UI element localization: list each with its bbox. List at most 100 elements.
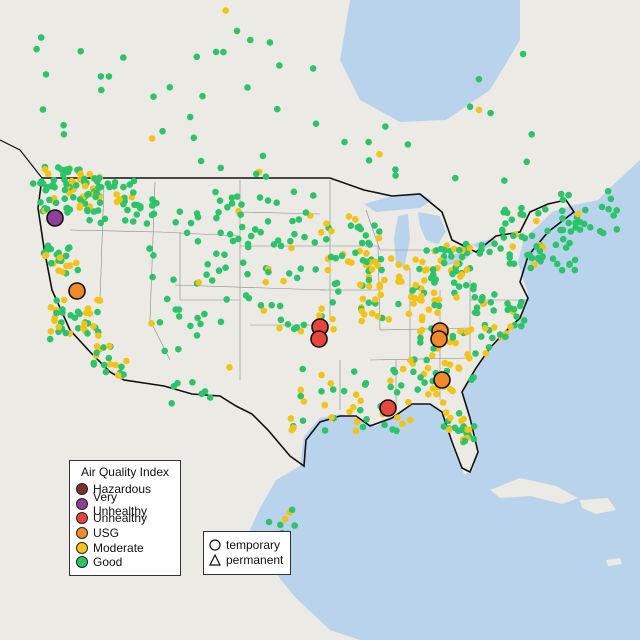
monitor-dot xyxy=(571,266,579,274)
monitor-dot xyxy=(156,319,164,326)
monitor-dot xyxy=(197,320,204,328)
permanent-label: permanent xyxy=(226,552,284,567)
monitor-dot xyxy=(508,216,516,223)
monitor-dot xyxy=(533,217,540,225)
monitor-dot xyxy=(33,45,40,53)
monitor-large-marker xyxy=(379,399,397,417)
monitor-dot xyxy=(418,297,425,304)
monitor-dot xyxy=(344,258,352,265)
legend-item-permanent: permanent xyxy=(209,553,285,568)
monitor-dot xyxy=(284,321,292,328)
monitor-dot xyxy=(341,138,348,146)
monitor-dot xyxy=(37,34,45,41)
monitor-dot xyxy=(316,312,323,319)
monitor-dot xyxy=(357,406,364,414)
monitor-dot xyxy=(424,364,432,372)
monitor-dot xyxy=(204,261,211,268)
monitor-dot xyxy=(264,218,272,225)
monitor-dot xyxy=(571,256,579,264)
monitor-dot xyxy=(490,307,498,314)
monitor-dot xyxy=(613,207,620,214)
monitor-dot xyxy=(244,270,251,278)
monitor-dot xyxy=(535,210,542,217)
monitor-dot xyxy=(39,106,47,113)
monitor-dot xyxy=(407,416,414,424)
monitor-dot xyxy=(381,276,388,284)
monitor-dot xyxy=(435,302,443,310)
monitor-dot xyxy=(170,276,177,284)
monitor-dot xyxy=(596,227,604,235)
monitor-dot xyxy=(94,296,101,304)
monitor-dot xyxy=(412,256,419,264)
monitor-dot xyxy=(358,239,366,247)
monitor-dot xyxy=(424,391,432,398)
monitor-dot xyxy=(223,296,230,303)
monitor-dot xyxy=(266,39,274,46)
legend-item-very-unhealthy: Very Unhealthy xyxy=(76,490,174,518)
monitor-dot xyxy=(485,344,493,351)
monitor-dot xyxy=(536,247,544,255)
monitor-dot xyxy=(299,365,307,373)
monitor-dot xyxy=(567,228,575,235)
monitor-dot xyxy=(552,241,560,249)
monitor-dot xyxy=(285,270,293,277)
monitor-dot xyxy=(455,283,463,290)
monitor-dot xyxy=(201,310,208,318)
monitor-dot xyxy=(194,238,202,245)
monitor-dot xyxy=(440,259,448,267)
monitor-dot xyxy=(527,264,534,272)
monitor-dot xyxy=(287,415,295,422)
monitor-dot xyxy=(464,426,471,433)
monitor-dot xyxy=(456,246,463,254)
monitor-dot xyxy=(365,138,372,146)
monitor-dot xyxy=(565,191,572,199)
monitor-dot xyxy=(67,312,74,319)
lake-superior xyxy=(364,194,432,212)
cuba xyxy=(490,478,578,504)
monitor-dot xyxy=(491,291,498,298)
monitor-dot xyxy=(186,113,194,121)
circle-icon xyxy=(209,539,221,551)
monitor-dot xyxy=(166,84,174,91)
alaska-canada-border xyxy=(0,139,43,179)
monitor-dot xyxy=(487,109,494,117)
monitor-dot xyxy=(300,321,308,329)
legend-item-label: USG xyxy=(93,526,120,541)
monitor-dot xyxy=(74,324,82,332)
monitor-dot xyxy=(410,368,417,376)
monitor-dot xyxy=(453,294,460,301)
monitor-dot xyxy=(116,196,123,203)
monitor-dot xyxy=(377,255,385,263)
hispaniola xyxy=(580,498,616,514)
monitor-dot xyxy=(387,255,395,262)
monitor-dot xyxy=(418,326,426,334)
monitor-dot xyxy=(208,277,216,284)
monitor-dot xyxy=(42,187,49,194)
legend-item-label: Unhealthy xyxy=(93,511,148,526)
monitor-dot xyxy=(361,381,369,388)
monitor-dot xyxy=(96,174,103,182)
monitor-dot xyxy=(113,191,120,198)
monitor-dot xyxy=(407,357,414,364)
monitor-dot xyxy=(150,210,158,218)
monitor-dot xyxy=(189,379,196,386)
monitor-dot xyxy=(417,339,424,346)
monitor-dot xyxy=(346,408,353,416)
monitor-dot xyxy=(106,342,113,350)
monitor-dot xyxy=(287,237,294,245)
monitor-dot xyxy=(434,309,441,317)
monitor-dot xyxy=(324,266,332,274)
monitor-dot xyxy=(466,103,474,111)
monitor-dot xyxy=(195,279,203,286)
monitor-dot xyxy=(352,427,360,435)
monitor-dot xyxy=(310,192,317,199)
monitor-dot xyxy=(338,252,346,260)
monitor-dot xyxy=(482,350,489,357)
monitor-dot xyxy=(235,235,242,243)
monitor-dot xyxy=(97,219,105,227)
monitor-dot xyxy=(98,86,105,94)
monitor-dot xyxy=(47,260,55,267)
monitor-dot xyxy=(465,354,473,362)
monitor-dot xyxy=(421,379,428,386)
monitor-dot xyxy=(328,227,335,235)
